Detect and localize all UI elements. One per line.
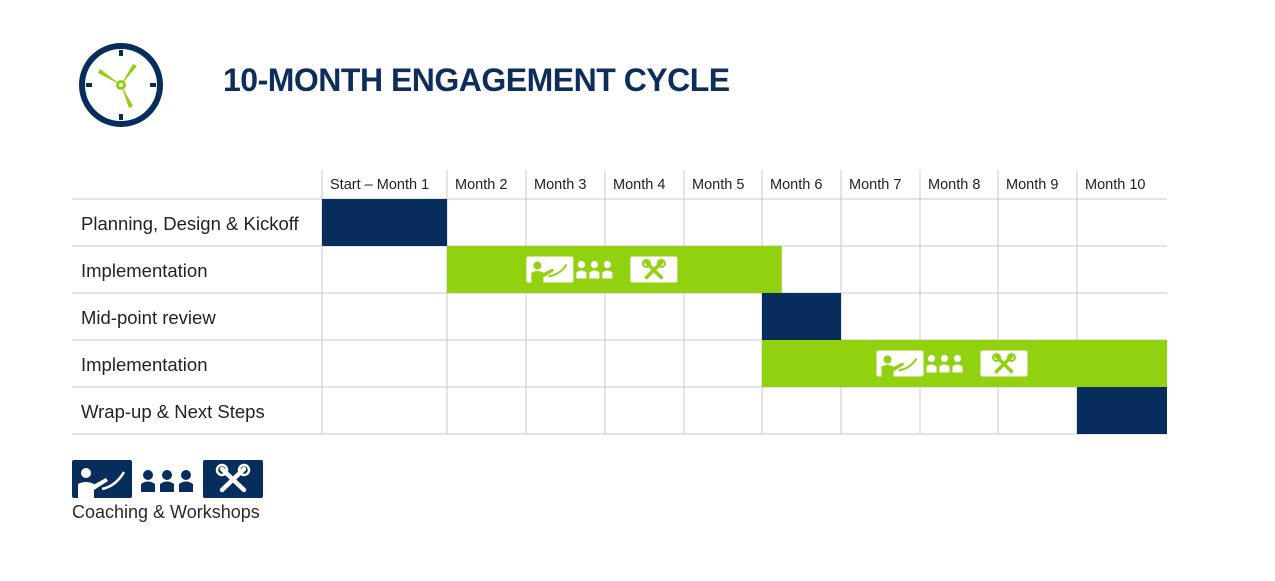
- legend-label: Coaching & Workshops: [72, 502, 260, 522]
- column-header: Month 9: [1006, 177, 1058, 193]
- column-header: Month 3: [534, 177, 586, 193]
- column-header: Month 10: [1085, 177, 1145, 193]
- column-header: Start – Month 1: [330, 177, 429, 193]
- row-label: Wrap-up & Next Steps: [81, 401, 265, 422]
- people-icon: [576, 260, 613, 279]
- presenter-icon: [876, 350, 924, 377]
- presenter-icon: [526, 256, 574, 283]
- tools-icon: [630, 256, 678, 283]
- clock-icon: [79, 43, 163, 127]
- coaching-workshops-icons: [526, 256, 678, 283]
- presenter-icon: [72, 460, 132, 498]
- gantt-bar: [322, 199, 447, 246]
- row-label: Implementation: [81, 354, 207, 375]
- gantt-bar: [762, 293, 841, 340]
- tools-icon: [203, 460, 263, 498]
- column-header: Month 5: [692, 177, 744, 193]
- row-label: Planning, Design & Kickoff: [81, 213, 300, 234]
- coaching-workshops-icons: [876, 350, 1028, 377]
- legend-icons: [72, 460, 263, 498]
- column-header: Month 7: [849, 177, 901, 193]
- column-header: Month 2: [455, 177, 507, 193]
- gantt-bar: [447, 246, 782, 293]
- people-icon: [141, 470, 193, 492]
- page-title: 10-MONTH ENGAGEMENT CYCLE: [223, 62, 730, 98]
- people-icon: [926, 354, 963, 373]
- gantt-bar: [762, 340, 1167, 387]
- row-label: Implementation: [81, 260, 207, 281]
- column-header: Month 6: [770, 177, 822, 193]
- row-label: Mid-point review: [81, 307, 216, 328]
- column-header: Month 4: [613, 177, 665, 193]
- column-header: Month 8: [928, 177, 980, 193]
- tools-icon: [980, 350, 1028, 377]
- gantt-bar: [1077, 387, 1167, 434]
